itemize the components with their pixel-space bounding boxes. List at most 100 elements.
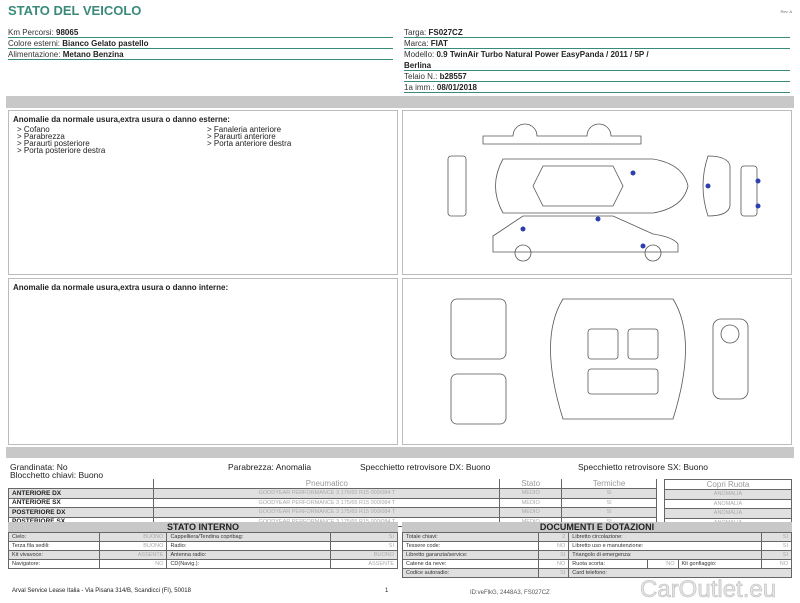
exterior-item: > Porta anteriore destra <box>207 139 292 148</box>
page-title: STATO DEL VEICOLO <box>8 3 142 18</box>
table-cell: Stato <box>499 479 563 489</box>
table-cell: SI <box>329 541 399 551</box>
table-cell: DOCUMENTI E DOTAZIONI <box>402 522 792 532</box>
table-cell: Kit gonfiaggio: <box>677 559 762 569</box>
table-cell: SI <box>561 497 657 508</box>
table-cell: Navigatore: <box>7 559 101 569</box>
damage-marker <box>630 170 636 176</box>
damage-marker <box>520 226 526 232</box>
table-cell: Triangolo di emergenza: <box>568 550 762 560</box>
field-targa: Targa: FS027CZ <box>404 27 790 38</box>
table-cell: Catene da neve: <box>402 559 539 569</box>
table-cell: Card telefono: <box>568 568 792 578</box>
blocchetto-chiavi: Blocchetto chiavi: Buono <box>10 470 104 480</box>
damage-marker <box>640 243 646 249</box>
table-cell: NO <box>99 559 168 569</box>
table-cell: BUONO <box>99 541 168 551</box>
table-cell: Cappelliera/Tendina copribag: <box>166 532 331 542</box>
watermark-logo: CarOutlet.eu <box>640 576 777 603</box>
table-row: ANTERIORE DX GOODYEAR PERFORMANCE 3 175/6… <box>7 488 657 499</box>
table-cell: GOODYEAR PERFORMANCE 3 175/65 R15 000/08… <box>153 497 501 508</box>
table-cell: Copri Ruota <box>664 479 792 490</box>
table-cell: Libretto uso e manutenzione: <box>568 541 762 551</box>
stato-interno-section: STATO INTERNO Cielo: BUONO Cappelliera/Ten… <box>7 522 399 569</box>
exterior-title: Anomalie da normale usura,extra usura o … <box>13 115 230 124</box>
exterior-list-1: > Cofano > Parabrezza > Paraurti posterior… <box>17 125 207 155</box>
documenti-section: DOCUMENTI E DOTAZIONI Totale chiavi: 2 Lib… <box>402 522 793 578</box>
exterior-diagram <box>402 110 792 275</box>
table-cell: ANOMALIA <box>664 508 792 519</box>
exterior-list-2: > Fanaleria anteriore > Paraurti anterior… <box>207 126 397 154</box>
field-alimentazione: Alimentazione: Metano Benzina <box>8 49 393 60</box>
vehicle-info-left: Km Percorsi: 98065 Colore esterni: Bianc… <box>8 27 393 60</box>
damage-marker <box>755 178 761 184</box>
table-cell: STATO INTERNO <box>8 522 398 532</box>
car-interior-icon <box>450 298 749 425</box>
table-cell: CD(Navig.): <box>166 559 331 569</box>
damage-marker <box>705 183 711 189</box>
exterior-item: > Porta posteriore destra <box>17 146 106 155</box>
exterior-item: > Fanaleria anteriore <box>207 125 282 134</box>
table-cell: Pneumatico <box>153 479 501 489</box>
table-cell: Cielo: <box>7 532 101 542</box>
vehicle-info-right: Targa: FS027CZ Marca: FIAT Modello: 0.9 … <box>404 27 790 93</box>
table-cell: SI <box>760 550 793 560</box>
exterior-item: > Cofano <box>17 125 50 134</box>
table-cell: MEDIO <box>499 507 563 518</box>
table-cell: Radio: <box>166 541 331 551</box>
tires-table: Pneumatico Stato Termiche ANTERIORE DX GOOD… <box>7 479 657 527</box>
table-cell: SI <box>561 507 657 518</box>
table-cell: SI <box>537 568 570 578</box>
table-cell: Terza fila sedili: <box>7 541 101 551</box>
damage-marker <box>595 216 601 222</box>
table-cell: 2 <box>537 532 570 542</box>
table-cell: ANOMALIA <box>664 489 792 500</box>
field-colore: Colore esterni: Bianco Gelato pastello <box>8 38 393 49</box>
table-cell: ANOMALIA <box>664 498 792 509</box>
footer-address: Arval Service Lease Italia - Via Pisana … <box>12 588 191 594</box>
table-cell: ANTERIORE SX <box>7 497 155 508</box>
table-cell: SI <box>329 532 399 542</box>
field-immatricolazione: 1a imm.: 08/01/2018 <box>404 82 790 93</box>
damage-marker <box>755 203 761 209</box>
table-cell: BUONO <box>329 550 399 560</box>
table-cell: Libretto garanzia/service: <box>402 550 539 560</box>
table-cell: GOODYEAR PERFORMANCE 3 175/65 R15 000/08… <box>153 507 501 518</box>
table-cell: GOODYEAR PERFORMANCE 3 175/65 R15 000/08… <box>153 488 501 499</box>
table-cell: MEDIO <box>499 497 563 508</box>
table-cell: Kit vivavoce: <box>7 550 101 560</box>
document-id: ID:veFlkG, 2448A3, FS027CZ <box>470 590 550 596</box>
table-cell: NO <box>537 541 570 551</box>
revision: Rev. A <box>780 9 793 14</box>
exterior-item: > Parabrezza <box>17 132 65 141</box>
exterior-item: > Paraurti anteriore <box>207 132 276 141</box>
table-cell: SI <box>760 541 793 551</box>
table-cell: Codice autoradio: <box>402 568 539 578</box>
field-km: Km Percorsi: 98065 <box>8 27 393 38</box>
interior-title: Anomalie da normale usura,extra usura o … <box>13 283 229 292</box>
interior-anomalies-panel: Anomalie da normale usura,extra usura o … <box>8 278 398 445</box>
field-marca: Marca: FIAT <box>404 38 790 49</box>
table-cell: Totale chiavi: <box>402 532 539 542</box>
exterior-anomalies-panel: Anomalie da normale usura,extra usura o … <box>8 110 398 275</box>
table-cell: Antenna radio: <box>166 550 331 560</box>
page-number: 1 <box>385 588 389 594</box>
car-exterior-icon <box>447 123 761 262</box>
table-cell: Ruota scorta: <box>568 559 649 569</box>
table-cell: Termiche <box>561 479 657 489</box>
field-modello-cont: Berlina <box>404 60 790 71</box>
table-cell: Libretto circolazione: <box>568 532 762 542</box>
table-cell: MEDIO <box>499 488 563 499</box>
table-cell: NO <box>760 559 793 569</box>
specchietto-sx: Specchietto retrovisore SX: Buono <box>578 462 708 472</box>
table-cell: POSTERIORE DX <box>7 507 155 518</box>
grandinata: Grandinata: No <box>10 462 68 472</box>
table-cell: Tessere code: <box>402 541 539 551</box>
table-cell: NO <box>537 559 570 569</box>
table-cell: ASSENTE <box>99 550 168 560</box>
field-telaio: Telaio N.: b28557 <box>404 71 790 82</box>
divider-bar <box>6 96 794 108</box>
table-cell: ASSENTE <box>329 559 399 569</box>
table-row: POSTERIORE DX GOODYEAR PERFORMANCE 3 175/… <box>7 507 657 518</box>
table-cell: SI <box>760 532 793 542</box>
